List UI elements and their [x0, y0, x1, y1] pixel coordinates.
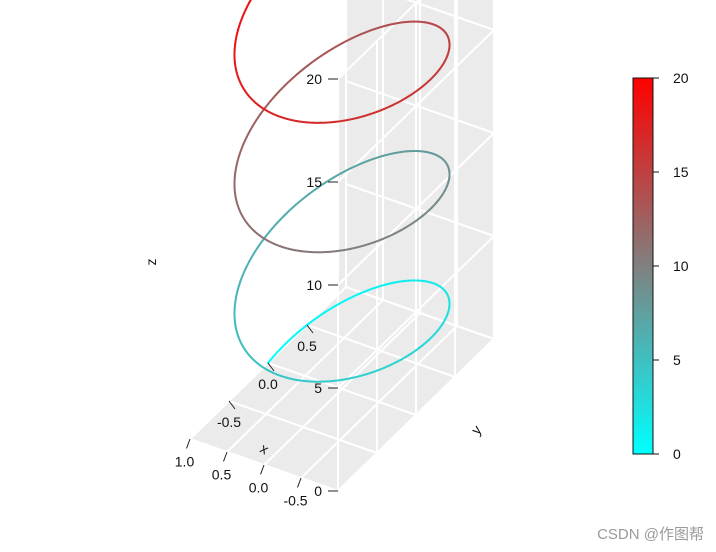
x-axis-tick	[260, 464, 265, 475]
x-axis-tick	[297, 477, 302, 488]
watermark: CSDN @作图帮	[597, 526, 704, 543]
axis-ticks: 0 5 10 15 20 -0.5 0.0 0.5 1.0 -0.5 0.0 0.5	[175, 71, 338, 508]
colorbar: 0 5 10 15 20	[632, 70, 689, 462]
helix-segment	[248, 0, 252, 4]
x-axis-tick	[223, 451, 228, 462]
colorbar-bar	[632, 77, 654, 455]
chart-grid	[189, 0, 495, 492]
z-axis-tick-label: 15	[306, 174, 322, 190]
y-axis-tick	[267, 362, 275, 372]
z-axis-tick-label: 5	[314, 380, 322, 396]
z-axis-tick-label: 10	[306, 277, 322, 293]
y-axis-title: y	[468, 422, 485, 438]
x-axis-tick-label: 0.5	[212, 466, 232, 482]
y-axis-tick	[228, 400, 236, 410]
grid-line	[405, 0, 495, 31]
colorbar-tick-label: 5	[673, 352, 681, 368]
x-axis-tick-label: -0.5	[283, 492, 307, 508]
colorbar-tick-label: 20	[673, 70, 689, 86]
y-axis-tick	[306, 324, 314, 334]
z-axis-title: z	[143, 259, 159, 266]
colorbar-tick-label: 15	[673, 164, 689, 180]
x-axis-tick	[186, 438, 191, 449]
x-axis-tick-label: 1.0	[175, 453, 195, 469]
grid-line	[306, 324, 456, 378]
grid-line	[345, 183, 495, 237]
x-axis-tick-label: 0.0	[249, 479, 269, 495]
y-axis-tick-label: 0.0	[258, 376, 278, 392]
z-axis-tick-label: 20	[306, 71, 322, 87]
colorbar-tick-label: 10	[673, 258, 689, 274]
z-axis-tick-label: 0	[314, 483, 322, 499]
colorbar-tick-label: 0	[673, 446, 681, 462]
y-axis-tick-label: -0.5	[217, 414, 241, 430]
grid-line	[345, 80, 495, 134]
y-axis-tick-label: 0.5	[297, 338, 317, 354]
helix-curve	[233, 0, 451, 383]
grid-line	[267, 362, 417, 416]
grid-line	[345, 286, 495, 340]
grid-line	[228, 400, 378, 454]
